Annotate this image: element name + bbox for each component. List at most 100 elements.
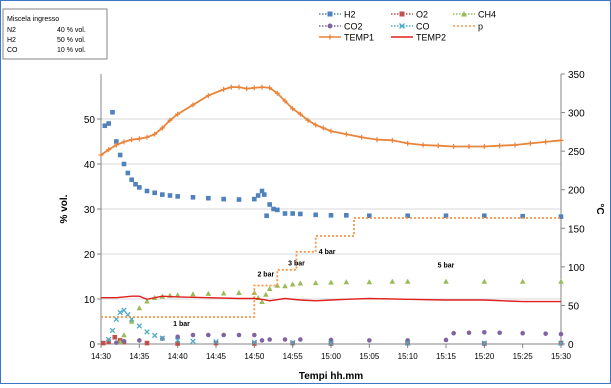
- data-point-temp1: [236, 84, 242, 90]
- data-point-h2: [121, 161, 127, 167]
- data-point-h2: [144, 188, 150, 194]
- data-point-co2: [252, 332, 257, 338]
- legend-item-temp1: TEMP1: [319, 33, 374, 43]
- data-point-co: [136, 323, 143, 329]
- data-point-h2: [262, 192, 267, 197]
- data-point-temp1: [558, 137, 564, 143]
- data-point-temp1: [320, 125, 326, 131]
- legend-label: TEMP2: [416, 33, 446, 43]
- legend-item-h2: H2: [319, 10, 356, 20]
- data-point-temp1: [228, 84, 234, 90]
- data-point-h2: [137, 185, 142, 190]
- pressure-label: 1 bar: [173, 321, 190, 328]
- x-tick-label: 15:25: [513, 352, 534, 361]
- data-point-co2: [190, 332, 196, 338]
- data-point-o2: [106, 339, 111, 345]
- data-point-temp1: [152, 131, 158, 137]
- data-point-temp1: [274, 90, 280, 96]
- data-point-h2: [344, 213, 349, 218]
- data-point-temp1: [497, 143, 503, 149]
- data-point-co2: [298, 337, 303, 342]
- data-point-temp1: [190, 102, 196, 108]
- data-point-h2: [259, 188, 265, 194]
- data-point-h2: [367, 213, 372, 219]
- data-point-temp1: [389, 137, 395, 143]
- data-point-temp1: [251, 85, 257, 91]
- data-point-o2: [112, 334, 118, 340]
- data-point-ch4: [205, 290, 212, 296]
- x-axis-title: Tempi hh.mm: [299, 371, 363, 382]
- series-co: [105, 307, 564, 346]
- pressure-label: 5 bar: [438, 263, 455, 270]
- y2-tick-label: 300: [568, 109, 585, 120]
- data-point-temp1: [159, 125, 165, 131]
- data-point-co2: [543, 331, 548, 336]
- data-point-h2: [190, 195, 196, 200]
- data-point-temp1: [113, 142, 119, 148]
- data-point-temp1: [405, 140, 411, 146]
- y2-tick-label: 50: [568, 301, 580, 312]
- data-point-co2: [259, 338, 265, 343]
- data-point-co: [190, 338, 196, 345]
- legend-label: H2: [344, 10, 356, 20]
- y2-tick-label: 0: [568, 340, 574, 351]
- data-point-h2: [405, 213, 410, 219]
- inlet-gas-h2: H2: [7, 37, 16, 44]
- x-tick-label: 15:10: [398, 352, 419, 361]
- series-h2: [102, 109, 564, 219]
- data-point-h2: [282, 211, 288, 216]
- data-point-temp1: [244, 86, 250, 92]
- data-point-temp1: [106, 147, 112, 153]
- data-point-ch4: [404, 278, 411, 284]
- data-point-ch4: [190, 291, 196, 297]
- tick-labels: 0 10 20 30 40 50 0 50 100 150 200 250 300 350 14:30 14:…: [84, 70, 585, 361]
- data-point-co2: [451, 330, 456, 336]
- y2-tick-label: 100: [568, 263, 585, 274]
- pressure-label: 3 bar: [288, 260, 305, 267]
- y-tick-label: 0: [89, 340, 95, 351]
- data-point-h2: [117, 152, 123, 158]
- data-point-h2: [110, 109, 115, 115]
- y-tick-label: 40: [84, 160, 96, 171]
- data-point-h2: [313, 212, 318, 218]
- data-point-o2: [213, 340, 219, 346]
- data-point-ch4: [266, 285, 273, 291]
- data-point-temp1: [420, 142, 426, 148]
- data-point-ch4: [481, 278, 488, 284]
- data-point-ch4: [343, 279, 350, 285]
- data-point-co: [105, 336, 112, 343]
- data-point-h2: [275, 207, 280, 213]
- data-point-h2: [175, 194, 180, 199]
- data-point-temp1: [259, 84, 265, 90]
- data-point-ch4: [117, 338, 123, 345]
- legend-item-o2: O2: [391, 10, 428, 20]
- legend-swatch-marker: [399, 23, 405, 29]
- data-point-h2: [167, 193, 173, 198]
- data-point-h2: [255, 193, 261, 198]
- data-point-ch4: [220, 290, 227, 296]
- inlet-value-n2: 40 % vol.: [57, 27, 86, 34]
- data-point-co2: [497, 330, 502, 336]
- data-point-h2: [290, 211, 295, 216]
- data-point-co2: [558, 331, 564, 337]
- data-point-temp1: [121, 139, 127, 145]
- data-point-temp1: [129, 137, 135, 143]
- legend: H2 O2 CH4 CO2 CO p TEMP1 TEMP2: [319, 10, 496, 43]
- data-point-co2: [466, 330, 472, 336]
- data-point-temp1: [136, 136, 142, 142]
- data-point-h2: [102, 123, 108, 129]
- x-tick-label: 15:15: [436, 352, 457, 361]
- data-point-o2: [175, 341, 180, 346]
- legend-label: TEMP1: [344, 33, 374, 43]
- data-point-co2: [267, 337, 272, 342]
- data-point-o2: [101, 340, 106, 346]
- data-point-co2: [175, 334, 180, 340]
- data-point-temp1: [290, 106, 296, 112]
- data-point-co: [109, 327, 116, 334]
- data-point-ch4: [236, 289, 242, 295]
- data-point-ch4: [519, 278, 526, 284]
- series-temp2: [101, 295, 561, 303]
- data-point-temp1: [221, 86, 227, 92]
- pressure-annotations: 1 bar 2 bar 3 bar 4 bar 5 bar: [173, 249, 455, 328]
